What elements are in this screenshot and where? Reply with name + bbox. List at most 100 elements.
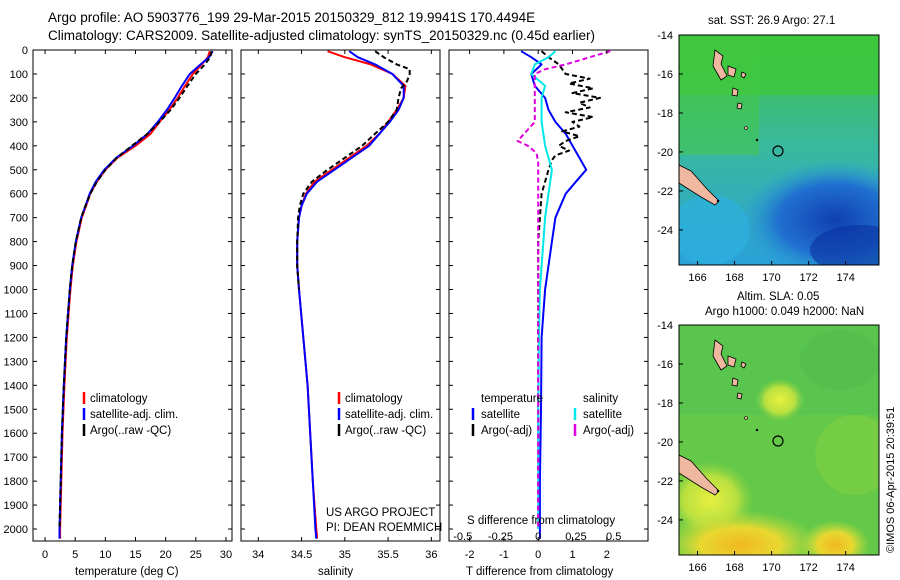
difference-xlabel: T difference from climatology [466, 566, 613, 578]
depth-tick-label: 1200 [4, 332, 28, 344]
depth-tick-label: 900 [10, 261, 28, 273]
legend-sal-satellite: satellite [583, 409, 622, 421]
x-axes: 0 5 10 15 20 25 30 34 34.5 35 35.5 36 -2 -1 0 1 2 -0.5 -0.… [42, 50, 621, 561]
lon-tick-label: 166 [688, 272, 706, 284]
salinity-plot-frame [240, 49, 441, 542]
depth-tick-label: 1000 [4, 285, 28, 297]
legend-sal-argo: Argo(-adj) [583, 425, 634, 437]
legend-heading-salinity: salinity [583, 393, 618, 405]
depth-tick-label: 700 [10, 213, 28, 225]
legend-climatology: climatology [345, 393, 403, 405]
depth-tick-label: 300 [10, 117, 28, 129]
depth-tick-label: 0 [22, 45, 28, 57]
s-tick-label: -0.5 [453, 531, 472, 543]
series-line-argo-raw-qc- [58, 51, 213, 530]
legend-argo: Argo(..raw -QC) [345, 425, 426, 437]
lat-tick-label: -18 [657, 398, 673, 410]
lat-tick-label: -24 [657, 225, 673, 237]
lat-tick-label: -14 [657, 30, 673, 42]
lon-tick-label: 168 [725, 272, 743, 284]
series-line-temperature-argo-adj- [537, 50, 601, 529]
difference-series [516, 50, 611, 539]
x-tick-label: 5 [72, 549, 78, 561]
sst-map-title: sat. SST: 26.9 Argo: 27.1 [708, 15, 835, 27]
depth-tick-label: 1100 [4, 308, 28, 320]
sst-map: sat. SST: 26.9 Argo: 27.1 [678, 15, 880, 266]
depth-tick-label: 1700 [4, 452, 28, 464]
lat-tick-label: -16 [657, 359, 673, 371]
x-tick-label: 34.5 [291, 549, 312, 561]
s-tick-label: 0.5 [606, 531, 621, 543]
legend-climatology: climatology [90, 393, 148, 405]
depth-tick-label: 400 [10, 141, 28, 153]
lat-tick-label: -22 [657, 476, 673, 488]
depth-tick-label: 1600 [4, 428, 28, 440]
x-tick-label: 0 [42, 549, 48, 561]
temperature-xlabel: temperature (deg C) [75, 566, 179, 578]
s-tick-label: 0 [535, 531, 541, 543]
x-tick-label: 15 [129, 549, 141, 561]
lon-tick-label: 174 [836, 562, 854, 574]
lon-tick-label: 166 [688, 562, 706, 574]
x-tick-label: 1 [569, 549, 575, 561]
depth-tick-label: 200 [10, 93, 28, 105]
depth-tick-label: 1400 [4, 380, 28, 392]
series-line-temperature-satellite [520, 50, 588, 539]
depth-tick-label: 1300 [4, 356, 28, 368]
x-tick-label: -2 [465, 549, 475, 561]
x-tick-label: 0 [535, 549, 541, 561]
depth-tick-label: 100 [10, 69, 28, 81]
series-line-satellite-adj-clim- [58, 50, 214, 539]
sla-map-title1: Altim. SLA: 0.05 [737, 291, 819, 303]
imos-credit: ©IMOS 06-Apr-2015 20:39:51 [885, 407, 897, 553]
x-tick-label: 20 [160, 549, 172, 561]
x-tick-label: 2 [604, 549, 610, 561]
salinity-xlabel: salinity [318, 566, 353, 578]
series-line-climatology [59, 50, 211, 539]
depth-tick-label: 1800 [4, 476, 28, 488]
salinity-series [296, 50, 411, 539]
series-line-satellite-adj-clim- [296, 50, 405, 539]
difference-plot-frame [448, 49, 649, 542]
lon-tick-label: 170 [762, 272, 780, 284]
lon-tick-label: 168 [725, 562, 743, 574]
header-line2: Climatology: CARS2009. Satellite-adjuste… [48, 28, 596, 43]
lat-tick-label: -24 [657, 515, 673, 527]
difference-legend: temperature salinity satellite Argo(-adj… [471, 393, 634, 437]
lat-tick-label: -18 [657, 108, 673, 120]
lon-tick-label: 172 [799, 272, 817, 284]
depth-tick-label: 600 [10, 189, 28, 201]
series-line-salinity-argo-adj- [516, 50, 611, 529]
legend-temp-argo: Argo(-adj) [481, 425, 532, 437]
lon-tick-label: 172 [799, 562, 817, 574]
s-tick-label: 0.25 [565, 531, 586, 543]
depth-tick-label: 500 [10, 165, 28, 177]
depth-axis: 0 100 200 300 400 500 600 700 800 900 1000 1100 1200… [4, 45, 648, 536]
lat-tick-label: -14 [657, 320, 673, 332]
legend-argo: Argo(..raw -QC) [90, 425, 171, 437]
s-tick-label: -0.25 [488, 531, 513, 543]
temperature-series [58, 50, 214, 539]
x-tick-label: 36 [425, 549, 437, 561]
depth-tick-label: 800 [10, 237, 28, 249]
legend-satellite: satellite-adj. clim. [345, 409, 433, 421]
x-tick-label: 10 [99, 549, 111, 561]
x-tick-label: 34 [252, 549, 264, 561]
sla-map-title2: Argo h1000: 0.049 h2000: NaN [705, 306, 864, 318]
temperature-plot-frame [32, 49, 233, 542]
legend-temp-satellite: satellite [481, 409, 520, 421]
x-tick-label: 25 [190, 549, 202, 561]
x-tick-label: 35.5 [377, 549, 398, 561]
salinity-legend: climatology satellite-adj. clim. Argo(..… [337, 392, 433, 437]
pi-label: PI: DEAN ROEMMICH [326, 522, 442, 534]
legend-heading-temperature: temperature [481, 393, 543, 405]
x-tick-label: -1 [499, 549, 509, 561]
series-line-salinity-satellite [530, 50, 557, 529]
sla-map: Altim. SLA: 0.05 Argo h1000: 0.049 h2000… [678, 291, 880, 556]
lat-tick-label: -20 [657, 437, 673, 449]
lat-tick-label: -22 [657, 186, 673, 198]
depth-tick-label: 1500 [4, 404, 28, 416]
legend-satellite: satellite-adj. clim. [90, 409, 178, 421]
temperature-legend: climatology satellite-adj. clim. Argo(..… [82, 392, 178, 437]
x-tick-label: 30 [220, 549, 232, 561]
